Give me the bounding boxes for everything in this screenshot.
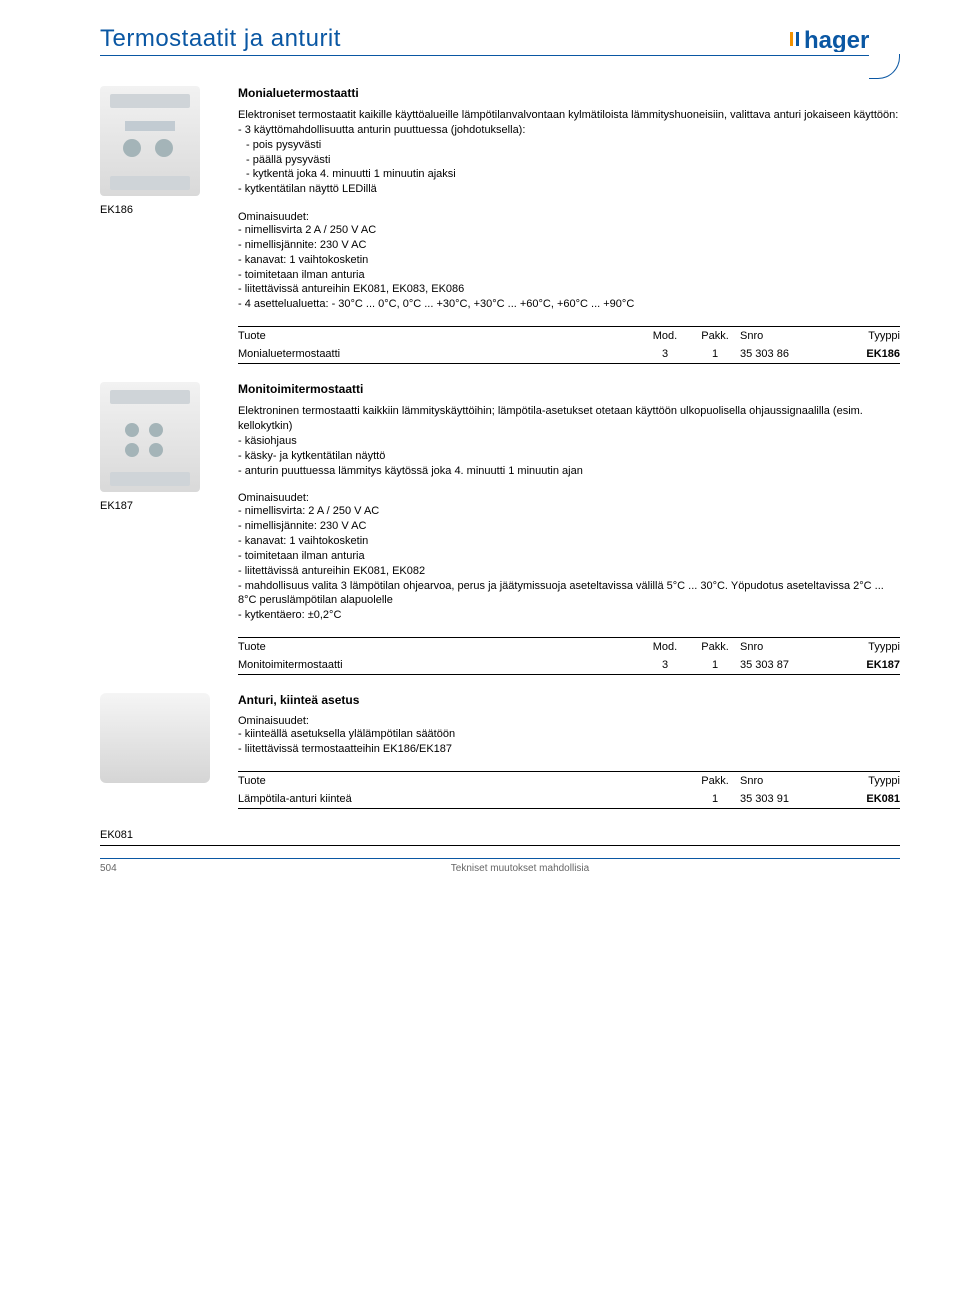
table-row: Monialuetermostaatti 3 1 35 303 86 EK186 — [238, 345, 900, 364]
cell: 3 — [640, 656, 690, 675]
product-table: Tuote Mod. Pakk. Snro Tyyppi Monialueter… — [238, 326, 900, 364]
table-row: Monitoimitermostaatti 3 1 35 303 87 EK18… — [238, 656, 900, 675]
desc-item: 3 käyttömahdollisuutta anturin puuttuess… — [238, 123, 900, 138]
cell: Monitoimitermostaatti — [238, 656, 640, 675]
product-section-ek187: EK187 Monitoimitermostaatti Elektroninen… — [100, 382, 900, 675]
product-label-below: EK081 — [100, 829, 900, 841]
cell: Lämpötila-anturi kiinteä — [238, 790, 690, 809]
feature-item: nimellisjännite: 230 V AC — [238, 519, 900, 534]
features-list: nimellisvirta 2 A / 250 V AC nimellisjän… — [238, 223, 900, 312]
cell: 35 303 91 — [740, 790, 830, 809]
col-header: Mod. — [640, 638, 690, 657]
col-header: Pakk. — [690, 771, 740, 790]
cell: EK186 — [830, 345, 900, 364]
feature-item: liitettävissä termostaatteihin EK186/EK1… — [238, 742, 900, 757]
product-description: Elektroniset termostaatit kaikille käytt… — [238, 108, 900, 197]
col-header: Mod. — [640, 327, 690, 346]
brand-logo: hager — [790, 26, 900, 52]
product-title: Monialuetermostaatti — [238, 86, 900, 100]
desc-item: päällä pysyvästi — [238, 153, 900, 168]
desc-text: Elektroniset termostaatit kaikille käytt… — [238, 108, 900, 123]
product-label: EK187 — [100, 500, 220, 512]
col-header: Tuote — [238, 327, 640, 346]
feature-item: nimellisvirta: 2 A / 250 V AC — [238, 504, 900, 519]
product-section-ek081: Anturi, kiinteä asetus Ominaisuudet: kii… — [100, 693, 900, 809]
table-row: Lämpötila-anturi kiinteä 1 35 303 91 EK0… — [238, 790, 900, 809]
header-rule — [100, 55, 900, 56]
col-header: Tuote — [238, 771, 690, 790]
table-row: Tuote Pakk. Snro Tyyppi — [238, 771, 900, 790]
section-divider — [100, 845, 900, 846]
footer-page-number: 504 — [100, 863, 140, 874]
feature-item: nimellisjännite: 230 V AC — [238, 238, 900, 253]
cell: 3 — [640, 345, 690, 364]
cell: 35 303 87 — [740, 656, 830, 675]
feature-item: kanavat: 1 vaihtokosketin — [238, 534, 900, 549]
cell: 1 — [690, 790, 740, 809]
feature-item: mahdollisuus valita 3 lämpötilan ohjearv… — [238, 579, 900, 609]
feature-item: toimitetaan ilman anturia — [238, 549, 900, 564]
feature-item: kanavat: 1 vaihtokosketin — [238, 253, 900, 268]
col-header: Snro — [740, 327, 830, 346]
feature-item: toimitetaan ilman anturia — [238, 268, 900, 283]
table-row: Tuote Mod. Pakk. Snro Tyyppi — [238, 327, 900, 346]
col-header: Snro — [740, 638, 830, 657]
desc-item: käsiohjaus — [238, 434, 900, 449]
feature-item: kiinteällä asetuksella ylälämpötilan sää… — [238, 727, 900, 742]
col-header: Pakk. — [690, 638, 740, 657]
cell: EK187 — [830, 656, 900, 675]
desc-item: kytkentätilan näyttö LEDillä — [238, 182, 900, 197]
page-header: Termostaatit ja anturit hager — [100, 25, 900, 53]
product-image-ek186 — [100, 86, 200, 196]
desc-item: pois pysyvästi — [238, 138, 900, 153]
product-image-ek187 — [100, 382, 200, 492]
product-section-ek186: EK186 Monialuetermostaatti Elektroniset … — [100, 86, 900, 364]
features-list: nimellisvirta: 2 A / 250 V AC nimellisjä… — [238, 504, 900, 623]
cell: 1 — [690, 656, 740, 675]
product-table: Tuote Mod. Pakk. Snro Tyyppi Monitoimite… — [238, 637, 900, 675]
product-title: Anturi, kiinteä asetus — [238, 693, 900, 707]
product-image-ek081 — [100, 693, 210, 783]
col-header: Tyyppi — [830, 771, 900, 790]
cell: 35 303 86 — [740, 345, 830, 364]
cell: EK081 — [830, 790, 900, 809]
feature-item: nimellisvirta 2 A / 250 V AC — [238, 223, 900, 238]
desc-item: käsky- ja kytkentätilan näyttö — [238, 449, 900, 464]
cell: Monialuetermostaatti — [238, 345, 640, 364]
product-description: Elektroninen termostaatti kaikkiin lämmi… — [238, 404, 900, 478]
table-row: Tuote Mod. Pakk. Snro Tyyppi — [238, 638, 900, 657]
feature-item: liitettävissä antureihin EK081, EK082 — [238, 564, 900, 579]
features-list: kiinteällä asetuksella ylälämpötilan sää… — [238, 727, 900, 757]
features-head: Ominaisuudet: — [238, 492, 900, 504]
page-footer: 504 Tekniset muutokset mahdollisia — [100, 858, 900, 874]
col-header: Pakk. — [690, 327, 740, 346]
desc-item: anturin puuttuessa lämmitys käytössä jok… — [238, 464, 900, 479]
features-head: Ominaisuudet: — [238, 211, 900, 223]
col-header: Tuote — [238, 638, 640, 657]
footer-text: Tekniset muutokset mahdollisia — [140, 863, 900, 874]
col-header: Tyyppi — [830, 327, 900, 346]
desc-item: kytkentä joka 4. minuutti 1 minuutin aja… — [238, 167, 900, 182]
page-title: Termostaatit ja anturit — [100, 25, 341, 53]
col-header: Tyyppi — [830, 638, 900, 657]
feature-item: liitettävissä antureihin EK081, EK083, E… — [238, 282, 900, 297]
product-table: Tuote Pakk. Snro Tyyppi Lämpötila-anturi… — [238, 771, 900, 809]
product-label: EK186 — [100, 204, 220, 216]
feature-item: kytkentäero: ±0,2°C — [238, 608, 900, 623]
product-title: Monitoimitermostaatti — [238, 382, 900, 396]
feature-item: 4 asettelualuetta: - 30°C ... 0°C, 0°C .… — [238, 297, 900, 312]
cell: 1 — [690, 345, 740, 364]
desc-text: Elektroninen termostaatti kaikkiin lämmi… — [238, 404, 900, 434]
col-header: Snro — [740, 771, 830, 790]
svg-text:hager: hager — [804, 27, 869, 52]
features-head: Ominaisuudet: — [238, 715, 900, 727]
